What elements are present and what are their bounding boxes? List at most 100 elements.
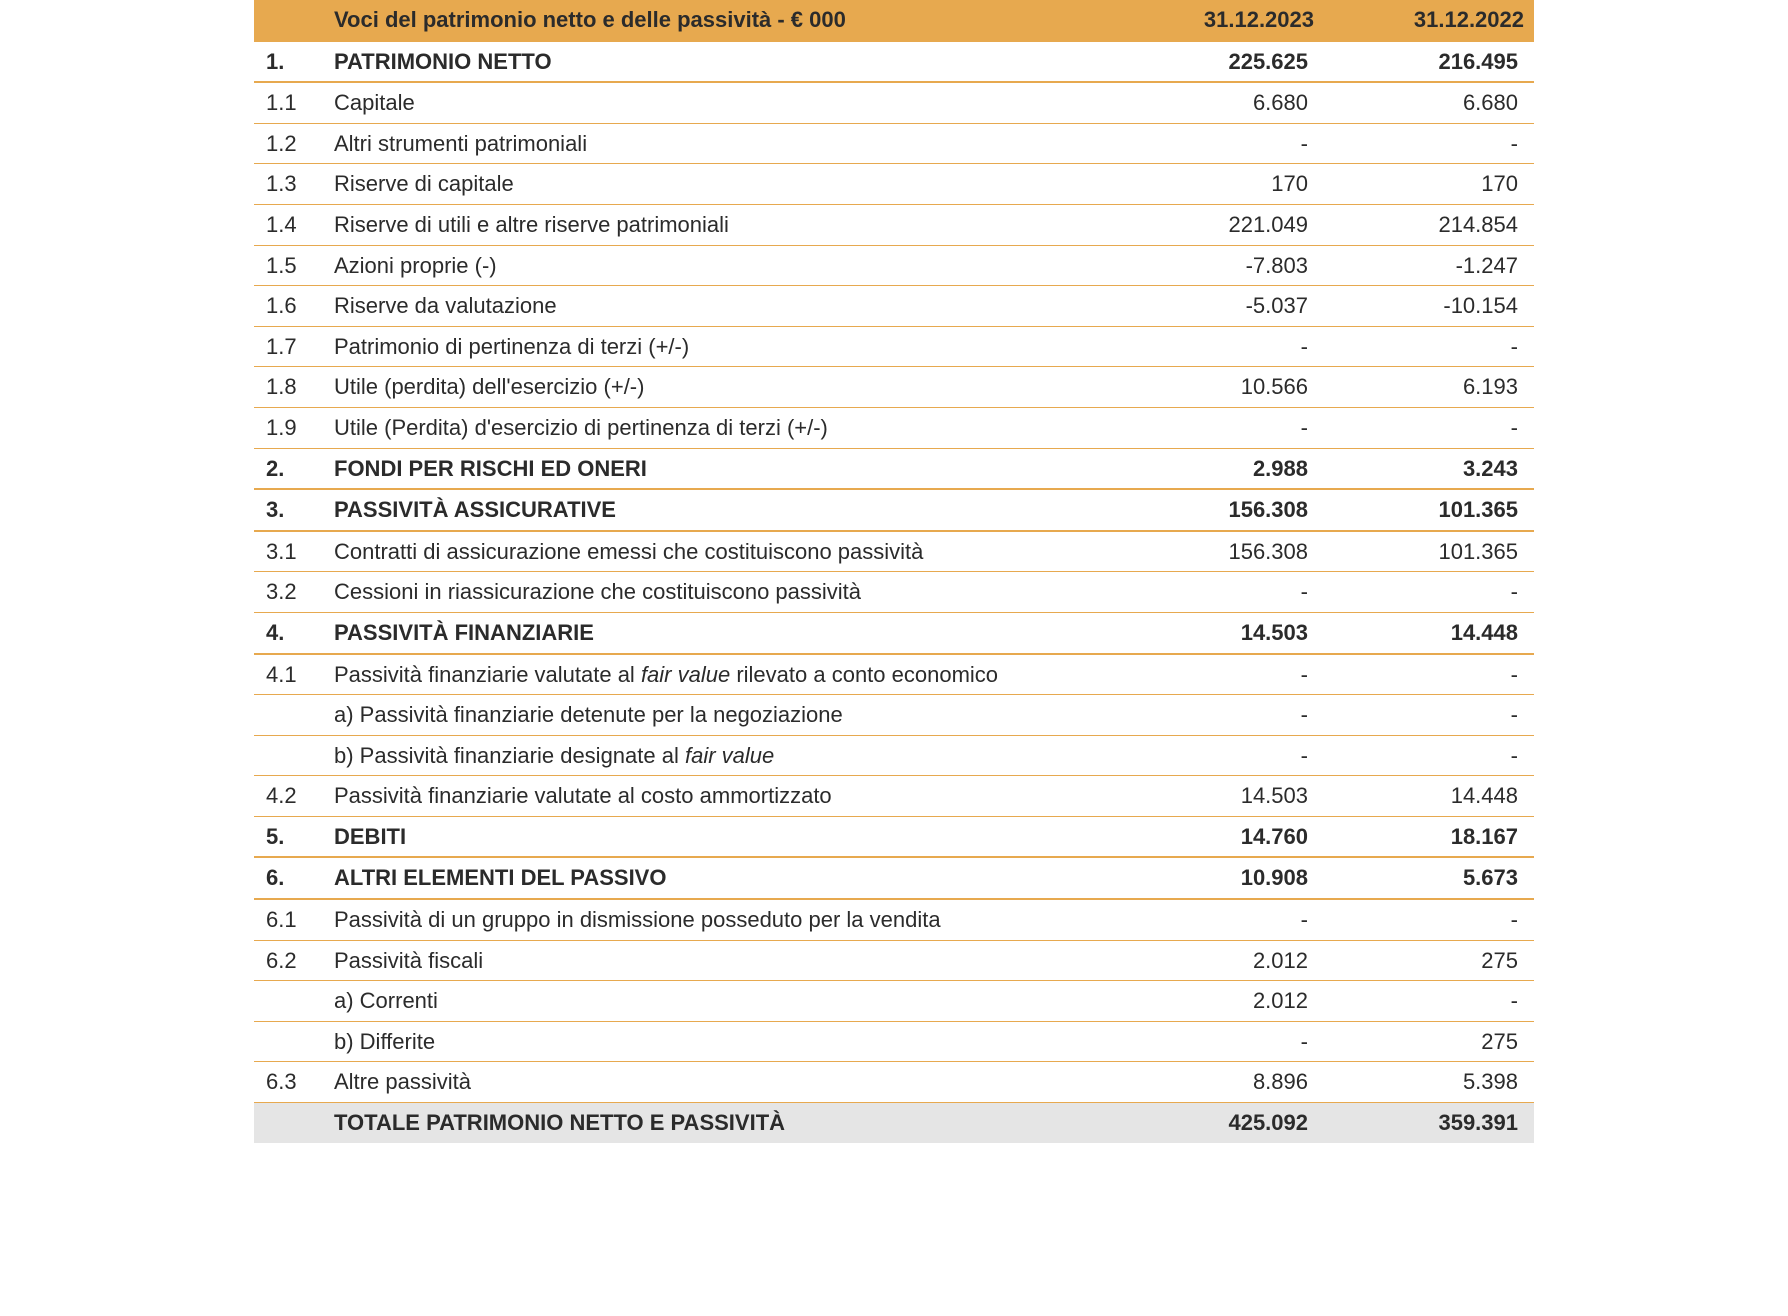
row-value-2022: 359.391 xyxy=(1324,1103,1534,1143)
row-value-2023: 225.625 xyxy=(1114,41,1324,83)
row-label: PASSIVITÀ ASSICURATIVE xyxy=(324,489,1114,531)
row-label: Cessioni in riassicurazione che costitui… xyxy=(324,572,1114,613)
row-number xyxy=(254,735,324,776)
row-number xyxy=(254,695,324,736)
row-number: 1.2 xyxy=(254,123,324,164)
table-header-row: Voci del patrimonio netto e delle passiv… xyxy=(254,0,1534,41)
row-value-2023: 156.308 xyxy=(1114,531,1324,572)
row-number: 4. xyxy=(254,612,324,653)
row-label: Capitale xyxy=(324,82,1114,123)
row-label: Contratti di assicurazione emessi che co… xyxy=(324,531,1114,572)
row-value-2023: 8.896 xyxy=(1114,1062,1324,1103)
row-number: 6.1 xyxy=(254,899,324,940)
row-number: 6.2 xyxy=(254,940,324,981)
table-row: 1.1Capitale6.6806.680 xyxy=(254,82,1534,123)
row-label: Passività fiscali xyxy=(324,940,1114,981)
row-number: 1. xyxy=(254,41,324,83)
row-label: Patrimonio di pertinenza di terzi (+/-) xyxy=(324,326,1114,367)
table-section-row: 6.ALTRI ELEMENTI DEL PASSIVO10.9085.673 xyxy=(254,857,1534,899)
table-row: 1.6Riserve da valutazione-5.037-10.154 xyxy=(254,286,1534,327)
row-value-2023: - xyxy=(1114,572,1324,613)
row-label: Riserve di utili e altre riserve patrimo… xyxy=(324,204,1114,245)
row-label: Utile (Perdita) d'esercizio di pertinenz… xyxy=(324,407,1114,448)
row-number: 2. xyxy=(254,448,324,489)
table-row: a) Correnti2.012- xyxy=(254,981,1534,1022)
row-label: Utile (perdita) dell'esercizio (+/-) xyxy=(324,367,1114,408)
table-row: 6.3Altre passività8.8965.398 xyxy=(254,1062,1534,1103)
table-row: 1.8Utile (perdita) dell'esercizio (+/-)1… xyxy=(254,367,1534,408)
table-row: a) Passività finanziarie detenute per la… xyxy=(254,695,1534,736)
table-row: 1.5Azioni proprie (-)-7.803-1.247 xyxy=(254,245,1534,286)
header-title: Voci del patrimonio netto e delle passiv… xyxy=(324,0,1114,41)
row-value-2022: - xyxy=(1324,695,1534,736)
row-number: 6.3 xyxy=(254,1062,324,1103)
row-value-2022: 14.448 xyxy=(1324,612,1534,653)
row-value-2022: 214.854 xyxy=(1324,204,1534,245)
row-value-2022: -1.247 xyxy=(1324,245,1534,286)
row-value-2023: 2.012 xyxy=(1114,940,1324,981)
row-number xyxy=(254,1103,324,1143)
balance-sheet-liabilities-table: Voci del patrimonio netto e delle passiv… xyxy=(254,0,1534,1143)
row-label: Azioni proprie (-) xyxy=(324,245,1114,286)
table-section-row: 4.PASSIVITÀ FINANZIARIE14.50314.448 xyxy=(254,612,1534,653)
row-number: 4.2 xyxy=(254,776,324,817)
table-row: 3.1Contratti di assicurazione emessi che… xyxy=(254,531,1534,572)
table-section-row: 2.FONDI PER RISCHI ED ONERI2.9883.243 xyxy=(254,448,1534,489)
row-value-2023: 14.503 xyxy=(1114,612,1324,653)
row-value-2022: 6.680 xyxy=(1324,82,1534,123)
header-col-2022: 31.12.2022 xyxy=(1324,0,1534,41)
table-row: b) Differite-275 xyxy=(254,1021,1534,1062)
table-row: 4.1Passività finanziarie valutate al fai… xyxy=(254,654,1534,695)
row-number: 1.8 xyxy=(254,367,324,408)
row-value-2023: - xyxy=(1114,123,1324,164)
row-value-2023: 10.566 xyxy=(1114,367,1324,408)
row-value-2023: 156.308 xyxy=(1114,489,1324,531)
row-value-2023: 14.503 xyxy=(1114,776,1324,817)
row-number xyxy=(254,981,324,1022)
row-value-2022: 14.448 xyxy=(1324,776,1534,817)
row-number: 1.4 xyxy=(254,204,324,245)
row-value-2022: - xyxy=(1324,899,1534,940)
row-number: 4.1 xyxy=(254,654,324,695)
row-value-2023: - xyxy=(1114,1021,1324,1062)
row-label: DEBITI xyxy=(324,816,1114,857)
row-value-2023: 425.092 xyxy=(1114,1103,1324,1143)
row-value-2023: 221.049 xyxy=(1114,204,1324,245)
row-value-2023: - xyxy=(1114,899,1324,940)
row-value-2022: - xyxy=(1324,123,1534,164)
row-number: 1.5 xyxy=(254,245,324,286)
row-label: Passività finanziarie valutate al fair v… xyxy=(324,654,1114,695)
row-value-2022: 5.673 xyxy=(1324,857,1534,899)
table-row: b) Passività finanziarie designate al fa… xyxy=(254,735,1534,776)
row-value-2023: 10.908 xyxy=(1114,857,1324,899)
row-value-2022: - xyxy=(1324,981,1534,1022)
row-value-2023: - xyxy=(1114,695,1324,736)
row-value-2022: 101.365 xyxy=(1324,489,1534,531)
row-label: Passività di un gruppo in dismissione po… xyxy=(324,899,1114,940)
row-value-2022: 3.243 xyxy=(1324,448,1534,489)
row-value-2022: -10.154 xyxy=(1324,286,1534,327)
row-label: Riserve di capitale xyxy=(324,164,1114,205)
row-value-2022: - xyxy=(1324,735,1534,776)
table-row: 1.2Altri strumenti patrimoniali-- xyxy=(254,123,1534,164)
row-number: 3.1 xyxy=(254,531,324,572)
row-value-2023: -5.037 xyxy=(1114,286,1324,327)
row-value-2023: 6.680 xyxy=(1114,82,1324,123)
row-label: a) Correnti xyxy=(324,981,1114,1022)
table-row: 1.3Riserve di capitale170170 xyxy=(254,164,1534,205)
table-section-row: 1.PATRIMONIO NETTO225.625216.495 xyxy=(254,41,1534,83)
row-value-2023: 14.760 xyxy=(1114,816,1324,857)
row-label: ALTRI ELEMENTI DEL PASSIVO xyxy=(324,857,1114,899)
row-value-2023: 2.012 xyxy=(1114,981,1324,1022)
table-row: 3.2Cessioni in riassicurazione che costi… xyxy=(254,572,1534,613)
row-number: 6. xyxy=(254,857,324,899)
row-value-2022: 170 xyxy=(1324,164,1534,205)
row-number: 5. xyxy=(254,816,324,857)
row-number: 1.1 xyxy=(254,82,324,123)
row-value-2022: 275 xyxy=(1324,940,1534,981)
row-value-2023: - xyxy=(1114,407,1324,448)
row-label: b) Passività finanziarie designate al fa… xyxy=(324,735,1114,776)
table-row: 1.4Riserve di utili e altre riserve patr… xyxy=(254,204,1534,245)
table-body: 1.PATRIMONIO NETTO225.625216.4951.1Capit… xyxy=(254,41,1534,1143)
table-row: 1.7Patrimonio di pertinenza di terzi (+/… xyxy=(254,326,1534,367)
